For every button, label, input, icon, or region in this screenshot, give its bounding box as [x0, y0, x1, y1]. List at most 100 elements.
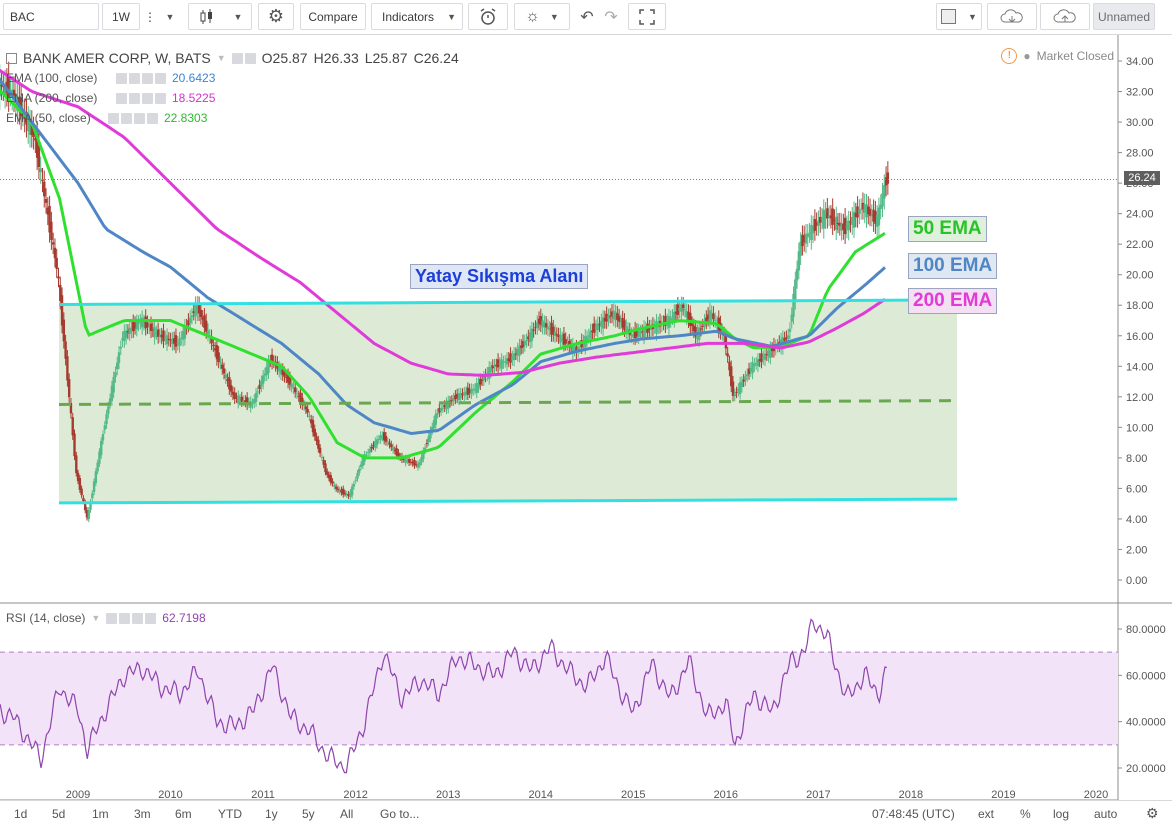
plus-icon[interactable]: [134, 112, 145, 124]
fullscreen-button[interactable]: [628, 3, 666, 30]
candle-body: [128, 328, 131, 334]
candle-body: [589, 330, 592, 339]
legend-actions[interactable]: [108, 112, 158, 124]
candle-body: [820, 218, 824, 220]
chevron-down-icon[interactable]: ▼: [160, 3, 180, 30]
range-1y[interactable]: 1y: [265, 807, 278, 821]
gear-icon[interactable]: [129, 92, 140, 104]
candle-body: [406, 460, 409, 462]
candle-body: [34, 137, 37, 141]
range-5d[interactable]: 5d: [52, 807, 66, 821]
range-1d[interactable]: 1d: [14, 807, 28, 821]
eye-icon[interactable]: [116, 72, 127, 84]
candle-body: [365, 454, 368, 456]
candle-body: [133, 323, 137, 328]
candle-body: [673, 311, 676, 321]
candle-body: [564, 339, 567, 344]
range-1m[interactable]: 1m: [92, 807, 109, 821]
gear-icon[interactable]: ⚙: [1146, 805, 1159, 821]
ext-toggle[interactable]: ext: [978, 807, 995, 821]
ema-50-annotation[interactable]: 50 EMA: [908, 216, 987, 242]
plus-icon[interactable]: [132, 612, 144, 624]
gear-icon[interactable]: [129, 72, 140, 84]
price-chart-svg[interactable]: 0.00 2.00 4.00 6.00 8.00 10.00 12.00 14.00 16.00…: [0, 35, 1172, 803]
candle-body: [575, 346, 578, 353]
alert-button[interactable]: [468, 3, 508, 30]
plus-icon[interactable]: [142, 92, 153, 104]
symbol-search-input[interactable]: BAC: [3, 3, 99, 30]
redo-button[interactable]: ↷: [600, 3, 622, 30]
candle-body: [64, 341, 67, 359]
collapse-icon[interactable]: [6, 52, 17, 64]
candle-body: [153, 327, 156, 338]
load-layout-button[interactable]: [987, 3, 1037, 30]
more-vertical-icon[interactable]: ⋮: [142, 3, 158, 30]
candle-body: [270, 354, 274, 364]
compare-button[interactable]: Compare: [300, 3, 366, 30]
candle-body: [308, 415, 311, 417]
candle-body: [366, 452, 370, 454]
range-5y[interactable]: 5y: [302, 807, 315, 821]
range-all[interactable]: All: [340, 807, 354, 821]
legend-actions[interactable]: [116, 72, 166, 84]
candle-body: [194, 303, 197, 317]
candle-body: [245, 397, 249, 406]
undo-button[interactable]: ↶: [576, 3, 598, 30]
legend-actions[interactable]: [116, 92, 166, 104]
replay-button[interactable]: ☼ ▼: [514, 3, 570, 30]
auto-toggle[interactable]: auto: [1094, 807, 1118, 821]
candle-body: [496, 359, 500, 368]
candle-body: [359, 464, 363, 467]
chevron-down-icon[interactable]: ▼: [216, 53, 226, 63]
log-toggle[interactable]: log: [1053, 807, 1070, 821]
gear-icon[interactable]: [121, 112, 132, 124]
plus-icon[interactable]: [142, 72, 153, 84]
range-ytd[interactable]: YTD: [218, 807, 242, 821]
layout-name-button[interactable]: Unnamed: [1093, 3, 1155, 30]
eye-icon[interactable]: [106, 612, 118, 624]
candle-body: [302, 404, 306, 407]
save-layout-button[interactable]: [1040, 3, 1090, 30]
percent-toggle[interactable]: %: [1020, 807, 1031, 821]
candle-body: [407, 459, 411, 463]
indicators-button[interactable]: Indicators ▼: [371, 3, 463, 30]
y-tick-label: 28.00: [1126, 148, 1154, 160]
candle-body: [473, 388, 477, 390]
ema-200-annotation[interactable]: 200 EMA: [908, 288, 998, 314]
chevron-down-icon[interactable]: ▼: [91, 613, 101, 623]
close-icon[interactable]: [155, 92, 166, 104]
chart-style-button[interactable]: ▼: [188, 3, 252, 30]
close-icon[interactable]: [147, 112, 158, 124]
gear-icon[interactable]: [244, 52, 256, 64]
layout-button[interactable]: ▼: [936, 3, 982, 30]
zone-label[interactable]: Yatay Sıkışma Alanı: [410, 264, 589, 289]
range-6m[interactable]: 6m: [175, 807, 192, 821]
close-icon[interactable]: [155, 72, 166, 84]
eye-icon[interactable]: [116, 92, 127, 104]
candle-body: [642, 327, 646, 338]
goto-button[interactable]: Go to...: [380, 807, 420, 821]
fullscreen-icon: [639, 8, 655, 25]
settings-button[interactable]: ⚙: [258, 3, 294, 30]
candle-body: [863, 204, 866, 213]
eye-icon[interactable]: [231, 52, 243, 64]
candle-body: [479, 378, 482, 385]
eye-icon[interactable]: [108, 112, 119, 124]
legend-actions[interactable]: [231, 52, 256, 64]
candle-body: [728, 361, 731, 371]
legend-actions[interactable]: [106, 612, 157, 624]
candle-body: [415, 464, 418, 466]
candle-body: [625, 326, 628, 333]
range-3m[interactable]: 3m: [134, 807, 151, 821]
chart-area[interactable]: 0.00 2.00 4.00 6.00 8.00 10.00 12.00 14.00 16.00…: [0, 35, 1172, 803]
ema-100-annotation[interactable]: 100 EMA: [908, 253, 998, 279]
interval-button[interactable]: 1W: [102, 3, 140, 30]
gear-icon[interactable]: [119, 612, 131, 624]
candle-body: [861, 202, 865, 210]
candle-body: [555, 334, 559, 336]
candle-body: [544, 323, 548, 328]
candle-body: [655, 320, 658, 334]
candle-body: [806, 233, 809, 238]
candle-body: [146, 322, 149, 327]
close-icon[interactable]: [145, 612, 157, 624]
